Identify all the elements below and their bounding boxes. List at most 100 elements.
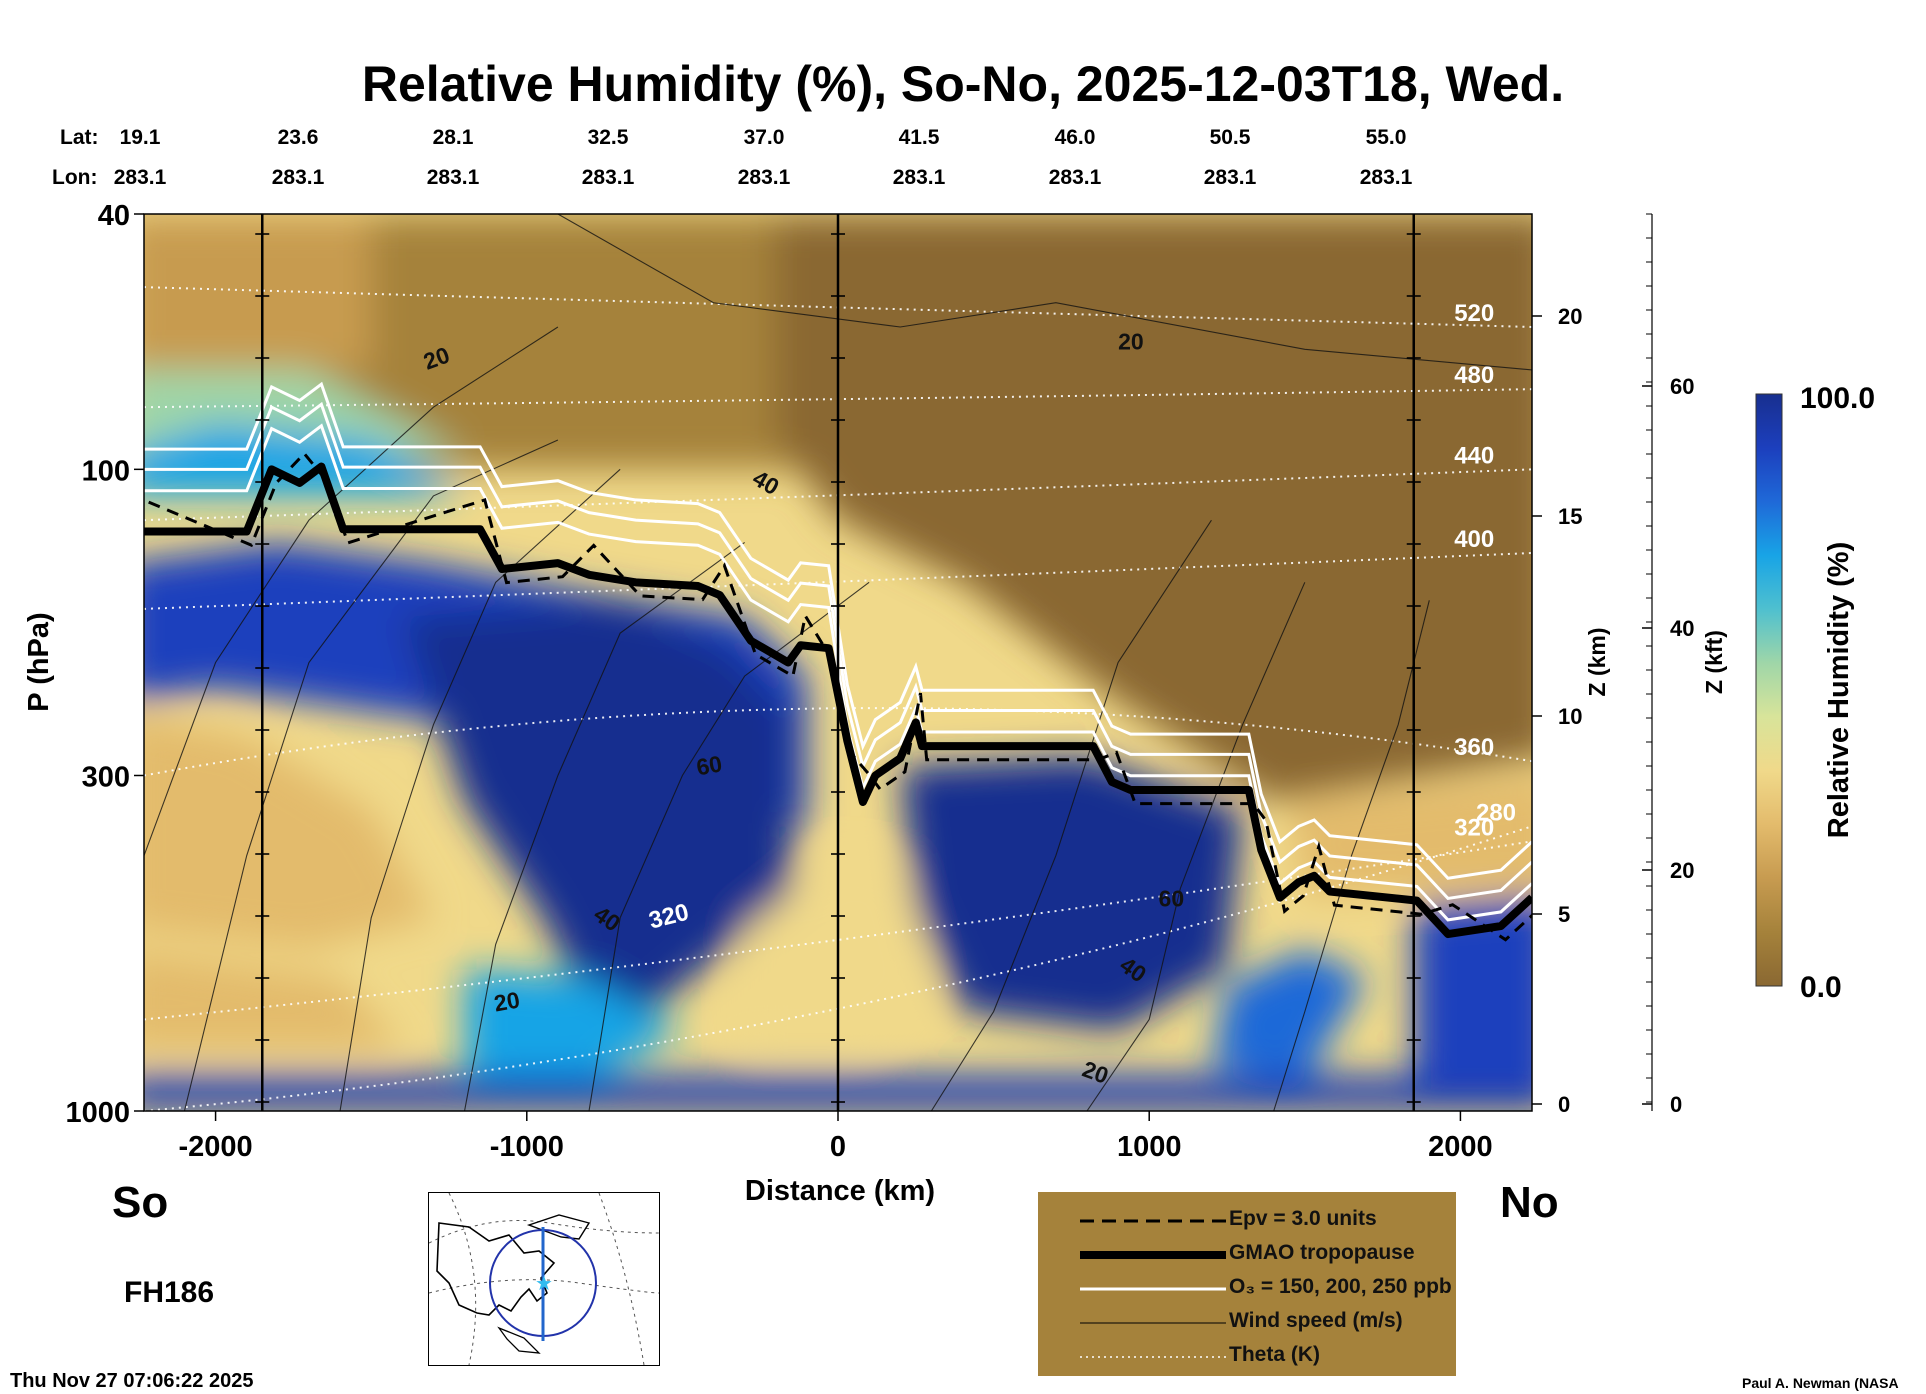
moist-north-low — [1211, 949, 1368, 1082]
colorbar-gradient — [1755, 393, 1783, 987]
dry-band — [144, 214, 372, 370]
lat-value: 23.6 — [277, 126, 319, 149]
legend-swatch — [1080, 1322, 1226, 1324]
y-tick-label: 300 — [82, 761, 130, 793]
x-tick-label: 2000 — [1428, 1131, 1493, 1163]
wind-contour — [557, 214, 1532, 371]
wind-label: 20 — [1118, 328, 1144, 354]
legend-swatch — [1080, 1251, 1226, 1259]
legend-item: Wind speed (m/s) — [1038, 1306, 1456, 1338]
lat-value: 46.0 — [1054, 126, 1096, 149]
zkm-tick-label: 15 — [1558, 504, 1582, 529]
x-axis-label: Distance (km) — [745, 1175, 935, 1207]
lon-value: 283.1 — [737, 166, 791, 189]
lat-value: 37.0 — [743, 126, 785, 149]
legend-swatch — [1080, 1219, 1226, 1223]
zkft-tick-label: 60 — [1670, 374, 1694, 399]
legend-item: Epv = 3.0 units — [1038, 1204, 1456, 1236]
wind-contour — [1273, 600, 1430, 1111]
zkm-axis-label: Z (km) — [1584, 628, 1610, 697]
wind-contour — [930, 519, 1212, 1111]
y-tick-label: 100 — [82, 455, 130, 487]
theta-label: 400 — [1454, 526, 1494, 553]
run-timestamp: Thu Nov 27 07:06:22 2025 — [10, 1370, 254, 1392]
north-label: No — [1500, 1178, 1559, 1227]
wind-contour — [183, 439, 559, 1111]
lon-value: 283.1 — [1359, 166, 1413, 189]
axes: -2000 -1000 0 1000 2000100030010040Distance … — [23, 200, 1727, 1207]
lat-value: 41.5 — [898, 126, 940, 149]
wind-contour — [588, 581, 870, 1111]
theta-label: 440 — [1454, 442, 1494, 469]
colorbar-min-label: 0.0 — [1800, 971, 1842, 1004]
coastline — [436, 1222, 556, 1316]
colorbar-title: Relative Humidity (%) — [1823, 542, 1855, 839]
dry-north — [775, 214, 1532, 803]
chart-title: Relative Humidity (%), So-No, 2025-12-03… — [361, 56, 1565, 112]
theta-label: 320 — [1454, 814, 1494, 841]
x-tick-label: -1000 — [490, 1131, 564, 1163]
wind-contour — [339, 468, 621, 1111]
legend-swatch — [1080, 1287, 1226, 1291]
legend-label: Epv = 3.0 units — [1229, 1207, 1377, 1230]
wind-contour — [144, 326, 559, 856]
zkft-tick-label: 40 — [1670, 616, 1694, 641]
wind-label: 60 — [694, 750, 724, 780]
x-tick-label: 1000 — [1117, 1131, 1182, 1163]
theta-label: 280 — [1476, 799, 1516, 826]
lat-value: 50.5 — [1209, 126, 1251, 149]
moist-lower-south — [464, 968, 683, 1082]
lon-value: 283.1 — [581, 166, 635, 189]
colorbar: 100.0 0.0 Relative Humidity (%) — [1755, 382, 1875, 1004]
ozone-contour — [144, 381, 1532, 880]
inset-map: ★ — [428, 1192, 660, 1366]
y-tick-label: 1000 — [65, 1097, 130, 1129]
map-graphic: ★ — [428, 1192, 660, 1366]
lat-value: 32.5 — [587, 126, 629, 149]
theta-label: 520 — [1454, 300, 1494, 327]
zkm-tick-label: 20 — [1558, 304, 1582, 329]
lon-value: 283.1 — [1203, 166, 1257, 189]
lat-value: 55.0 — [1365, 126, 1407, 149]
saturated-core-north — [900, 756, 1243, 1031]
forecast-hour: FH186 — [124, 1276, 215, 1309]
y-axis-label: P (hPa) — [23, 612, 55, 711]
lon-value: 283.1 — [113, 166, 167, 189]
lon-value: 283.1 — [426, 166, 480, 189]
wind-label: 20 — [492, 986, 522, 1016]
theta-label: 480 — [1454, 362, 1494, 389]
legend-item: Theta (K) — [1038, 1340, 1456, 1372]
moist-north-boundary — [1413, 896, 1532, 1111]
zkft-tick-label: 0 — [1670, 1092, 1682, 1117]
zkm-tick-label: 5 — [1558, 902, 1570, 927]
lat-row-label: Lat: — [60, 126, 99, 149]
legend-label: Wind speed (m/s) — [1229, 1309, 1403, 1332]
x-tick-label: 0 — [830, 1131, 846, 1163]
lat-value: 19.1 — [119, 126, 161, 149]
legend-item: O₃ = 150, 200, 250 ppb — [1038, 1272, 1456, 1304]
zkft-tick-label: 20 — [1670, 858, 1694, 883]
zkft-axis-label: Z (kft) — [1701, 630, 1727, 694]
lon-row-label: Lon: — [52, 166, 98, 189]
zkm-tick-label: 10 — [1558, 704, 1582, 729]
wind-contour — [464, 542, 745, 1111]
dry-lower-south — [144, 952, 403, 1049]
colorbar-max-label: 100.0 — [1800, 382, 1875, 415]
dry-pocket-south — [144, 717, 434, 950]
y-tick-label: 40 — [98, 200, 130, 232]
dry-north-low — [1289, 777, 1532, 895]
author-credit: Paul A. Newman (NASA — [1742, 1375, 1899, 1391]
legend-item: GMAO tropopause — [1038, 1238, 1456, 1270]
center-star-icon: ★ — [535, 1271, 553, 1295]
x-tick-label: -2000 — [178, 1131, 252, 1163]
lon-value: 283.1 — [1048, 166, 1102, 189]
zkm-tick-label: 0 — [1558, 1092, 1570, 1117]
legend-label: O₃ = 150, 200, 250 ppb — [1229, 1275, 1452, 1298]
legend-label: Theta (K) — [1229, 1343, 1320, 1366]
moist-band — [144, 424, 465, 496]
ozone-contour — [144, 401, 1532, 901]
legend-label: GMAO tropopause — [1229, 1241, 1415, 1264]
legend: Epv = 3.0 units GMAO tropopause O₃ = 150, … — [1038, 1192, 1456, 1376]
saturated-core-south — [402, 600, 792, 1012]
